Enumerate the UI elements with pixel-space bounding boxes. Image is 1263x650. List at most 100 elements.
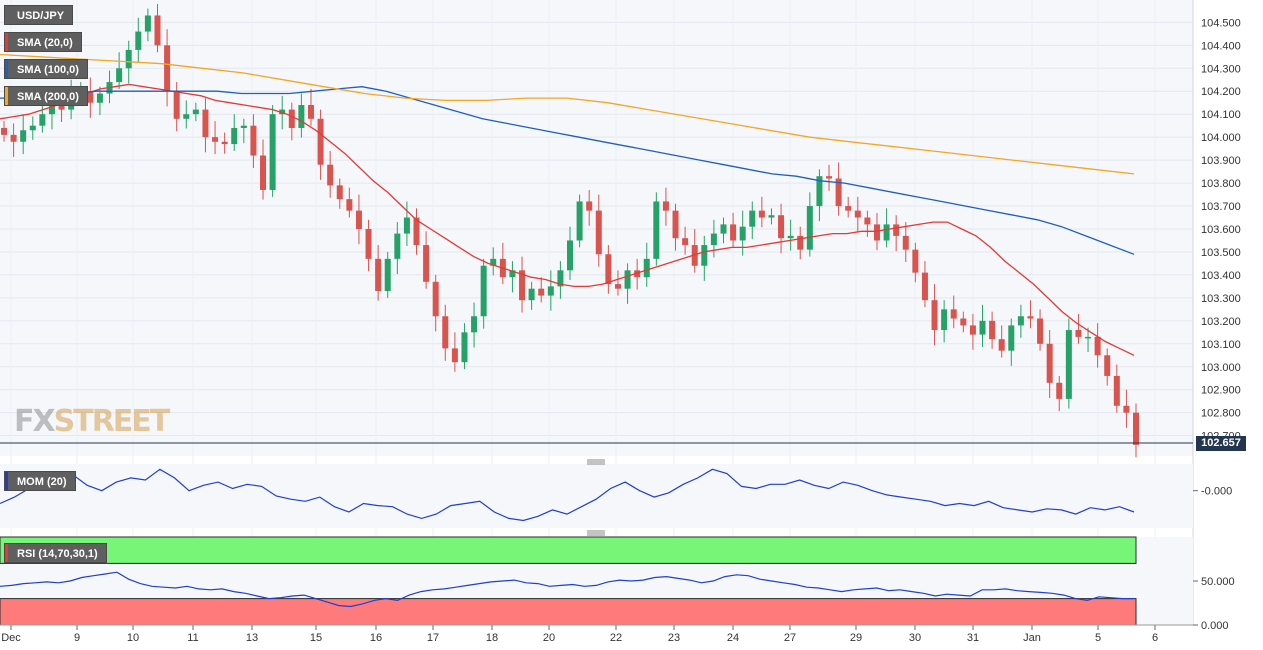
- candle: [173, 91, 180, 119]
- candle: [29, 125, 36, 131]
- candle: [423, 245, 430, 282]
- x-tick-label: 24: [727, 632, 739, 644]
- candle: [1065, 330, 1072, 399]
- sma200-line: [0, 53, 1135, 175]
- y-tick-label: 103.000: [1201, 362, 1241, 374]
- candle: [950, 309, 957, 319]
- x-tick-label: 5: [1095, 632, 1101, 644]
- legend-swatch: [5, 472, 8, 490]
- y-tick-label: 103.100: [1201, 339, 1241, 351]
- candle: [394, 233, 401, 259]
- rsi-label[interactable]: RSI (14,70,30,1): [4, 543, 107, 563]
- candle: [403, 217, 410, 234]
- candle: [10, 134, 17, 142]
- candle: [336, 185, 343, 200]
- candle: [969, 325, 976, 335]
- candle: [298, 105, 305, 128]
- candle: [58, 102, 65, 110]
- sma20-line: [0, 83, 1135, 356]
- candle: [413, 217, 420, 246]
- rsi-tick-label: 50.000: [1201, 576, 1235, 588]
- candle: [471, 316, 478, 333]
- y-tick-label: 103.200: [1201, 316, 1241, 328]
- candle: [567, 240, 573, 271]
- candle: [1133, 412, 1139, 445]
- candle: [509, 270, 516, 278]
- candle: [1017, 316, 1024, 326]
- x-tick-label: 17: [427, 632, 439, 644]
- legend-sma100[interactable]: SMA (100,0): [4, 59, 88, 79]
- x-tick-label: 13: [246, 632, 258, 644]
- candle: [144, 15, 151, 32]
- panel-resize-handle[interactable]: [587, 530, 605, 536]
- x-tick-label: 27: [784, 632, 796, 644]
- candle: [557, 270, 564, 287]
- x-tick-label: 15: [310, 632, 322, 644]
- candle: [912, 249, 919, 273]
- x-axis: Dec 9 10 11 13 15 16 17 18 20 22 23 24 27 29 30 31 Jan 5 6: [0, 624, 1193, 644]
- candle: [279, 109, 286, 115]
- y-tick-label: 103.600: [1201, 224, 1241, 236]
- candle: [787, 235, 794, 239]
- candle: [806, 206, 813, 250]
- panel-resize-handle[interactable]: [587, 459, 605, 465]
- mom-line: [0, 468, 1135, 522]
- candle: [365, 229, 372, 259]
- candle: [662, 201, 669, 211]
- candle: [739, 226, 746, 241]
- candle: [826, 176, 833, 179]
- candle: [816, 176, 823, 207]
- candle: [614, 284, 621, 289]
- candle: [96, 93, 103, 103]
- candle: [854, 210, 861, 218]
- candle: [758, 210, 765, 218]
- candle: [260, 155, 267, 190]
- fxstreet-logo: FXSTREET: [14, 404, 170, 439]
- candle: [547, 286, 554, 296]
- candle: [960, 318, 967, 326]
- candle: [192, 109, 199, 115]
- candle: [355, 210, 362, 229]
- rsi-overbought-zone: [0, 536, 1137, 564]
- candle: [797, 235, 804, 250]
- candles: [1, 4, 1139, 458]
- candle: [202, 109, 209, 138]
- legend-sma200[interactable]: SMA (200,0): [4, 86, 88, 106]
- y-tick-label: 104.200: [1201, 86, 1241, 98]
- x-tick-label: 10: [127, 632, 139, 644]
- candle: [778, 215, 785, 239]
- candle: [989, 320, 996, 340]
- candle: [845, 206, 852, 211]
- candle: [1085, 336, 1092, 339]
- candle: [931, 300, 938, 331]
- candle: [576, 201, 583, 241]
- candle: [221, 141, 228, 145]
- rsi-oversold-zone: [0, 598, 1137, 626]
- candle: [586, 201, 593, 211]
- candle: [528, 288, 535, 301]
- candle: [1094, 336, 1101, 356]
- candle: [183, 114, 190, 119]
- candle: [212, 137, 219, 142]
- rsi-tick-label: 0.000: [1201, 620, 1229, 632]
- x-tick-label: 23: [668, 632, 680, 644]
- candle: [240, 125, 247, 128]
- candle: [1123, 405, 1130, 413]
- symbol-label[interactable]: USD/JPY: [4, 5, 74, 25]
- rsi-line: [0, 571, 1134, 608]
- legend-sma20[interactable]: SMA (20,0): [4, 32, 82, 52]
- x-tick-label: 30: [909, 632, 921, 644]
- x-tick-label: 20: [543, 632, 555, 644]
- candle: [87, 91, 94, 103]
- mom-label[interactable]: MOM (20): [4, 471, 76, 491]
- y-tick-label: 104.000: [1201, 132, 1241, 144]
- candle: [893, 224, 900, 236]
- current-price-tag: 102.657: [1196, 436, 1246, 451]
- candle: [231, 127, 238, 145]
- x-tick-label: 18: [486, 632, 498, 644]
- candle: [519, 270, 526, 301]
- y-tick-label: 102.800: [1201, 408, 1241, 420]
- candle: [672, 210, 679, 239]
- x-tick-label: 11: [187, 632, 198, 644]
